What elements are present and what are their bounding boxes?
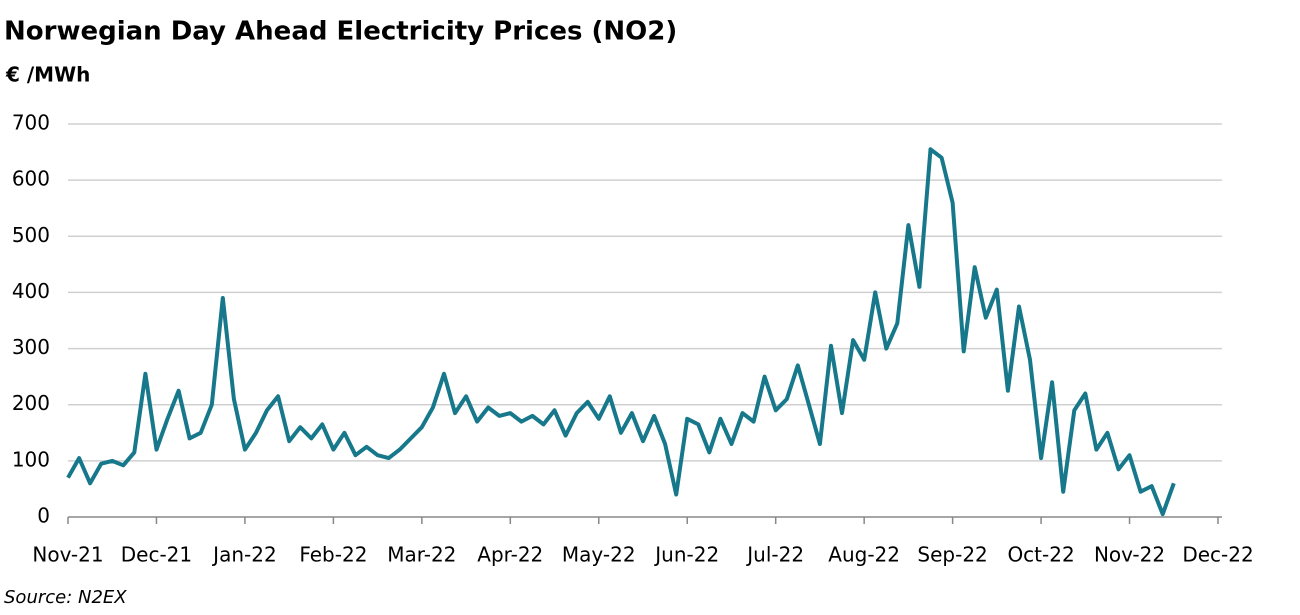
x-tick-label: May-22 xyxy=(562,543,636,567)
chart-title: Norwegian Day Ahead Electricity Prices (… xyxy=(4,17,677,47)
y-tick-label: 100 xyxy=(12,447,50,471)
y-tick-label: 0 xyxy=(37,504,50,528)
y-tick-label: 200 xyxy=(12,391,50,415)
y-axis-label: € /MWh xyxy=(5,63,90,87)
y-tick-label: 700 xyxy=(12,111,50,135)
y-tick-label: 300 xyxy=(12,335,50,359)
x-tick-label: Nov-22 xyxy=(1094,543,1165,567)
x-tick-label: Aug-22 xyxy=(828,543,900,567)
y-tick-label: 600 xyxy=(12,167,50,191)
source-note: Source: N2EX xyxy=(4,587,127,608)
x-tick-label: Jul-22 xyxy=(745,543,804,567)
y-tick-label: 400 xyxy=(12,279,50,303)
x-tick-label: Sep-22 xyxy=(917,543,987,567)
x-tick-label: Dec-22 xyxy=(1182,543,1253,567)
x-tick-label: Dec-21 xyxy=(121,543,192,567)
x-tick-label: Jan-22 xyxy=(211,543,277,567)
price-line xyxy=(66,147,1176,517)
x-tick-label: Nov-21 xyxy=(32,543,103,567)
x-tick-label: Mar-22 xyxy=(387,543,456,567)
y-tick-label: 500 xyxy=(12,223,50,247)
x-tick-label: Apr-22 xyxy=(477,543,543,567)
x-tick-label: Oct-22 xyxy=(1007,543,1074,567)
x-tick-label: Jun-22 xyxy=(653,543,719,567)
x-tick-label: Feb-22 xyxy=(299,543,367,567)
